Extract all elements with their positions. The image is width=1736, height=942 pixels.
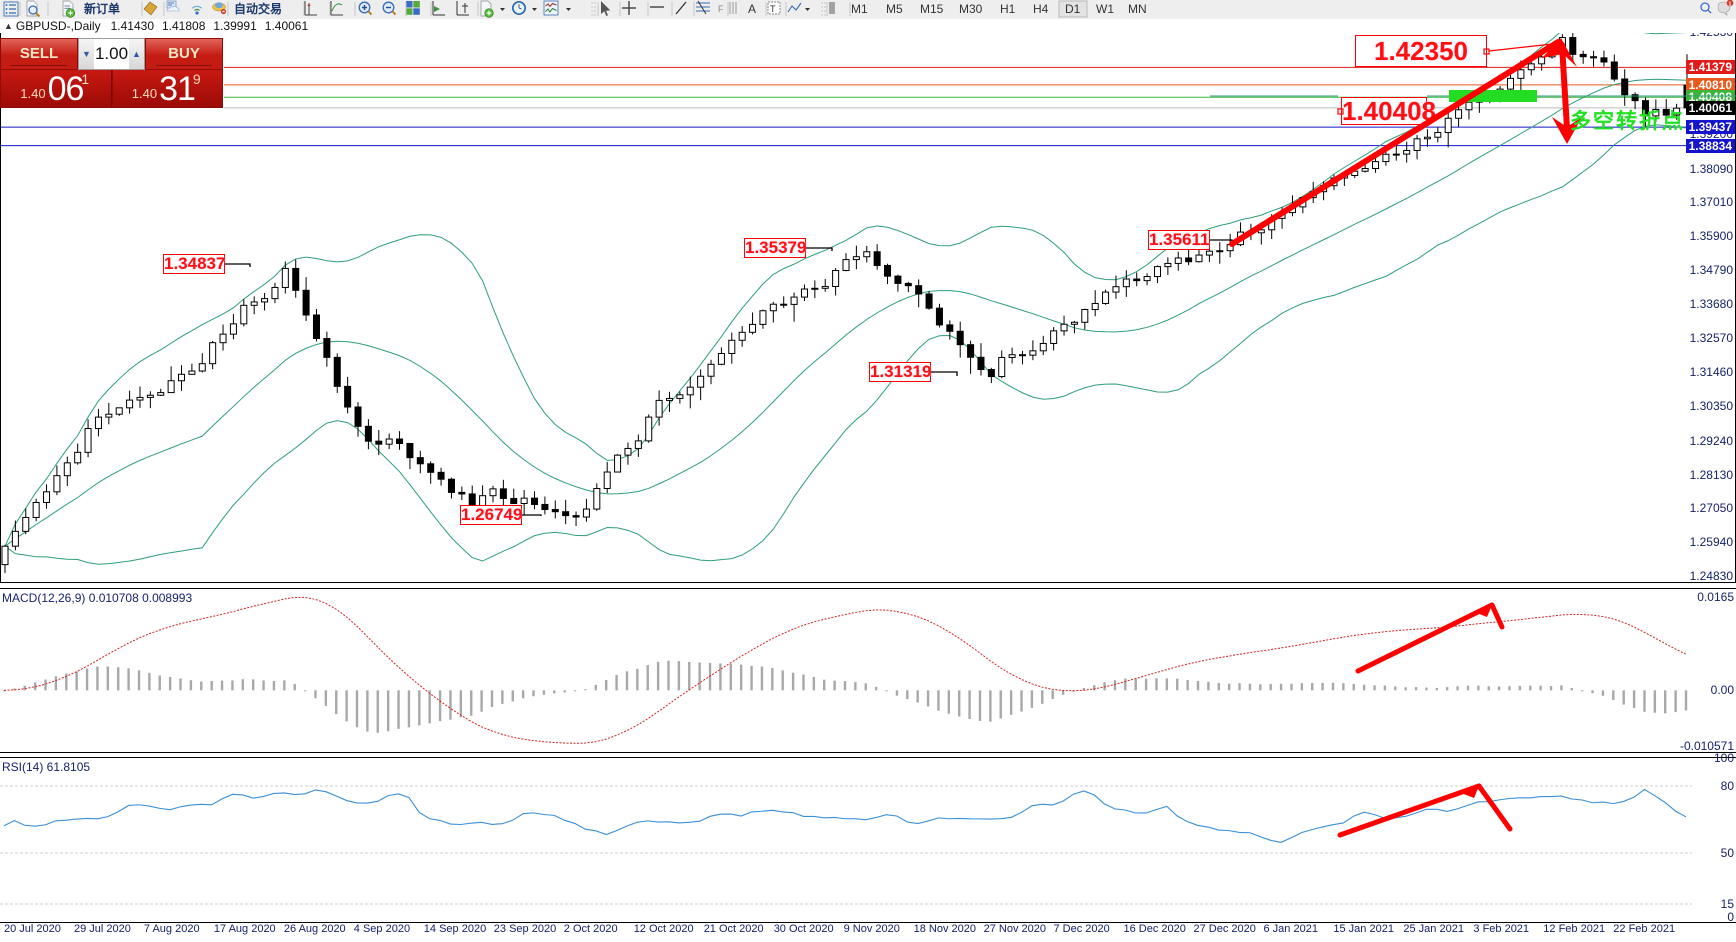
svg-text:自动交易: 自动交易 xyxy=(234,1,282,16)
svg-text:1: 1 xyxy=(1729,1,1732,7)
svg-text:新订单: 新订单 xyxy=(84,1,120,16)
svg-text:H4: H4 xyxy=(1033,2,1049,16)
svg-text:A: A xyxy=(748,2,756,16)
svg-text:M1: M1 xyxy=(851,2,868,16)
svg-text:M15: M15 xyxy=(920,2,944,16)
svg-text:H1: H1 xyxy=(1000,2,1016,16)
svg-text:M30: M30 xyxy=(959,2,983,16)
svg-text:M5: M5 xyxy=(886,2,903,16)
svg-text:D1: D1 xyxy=(1065,2,1081,16)
svg-text:W1: W1 xyxy=(1096,2,1114,16)
svg-text:MN: MN xyxy=(1128,2,1147,16)
svg-text:T: T xyxy=(770,4,776,14)
svg-text:F: F xyxy=(718,4,724,14)
